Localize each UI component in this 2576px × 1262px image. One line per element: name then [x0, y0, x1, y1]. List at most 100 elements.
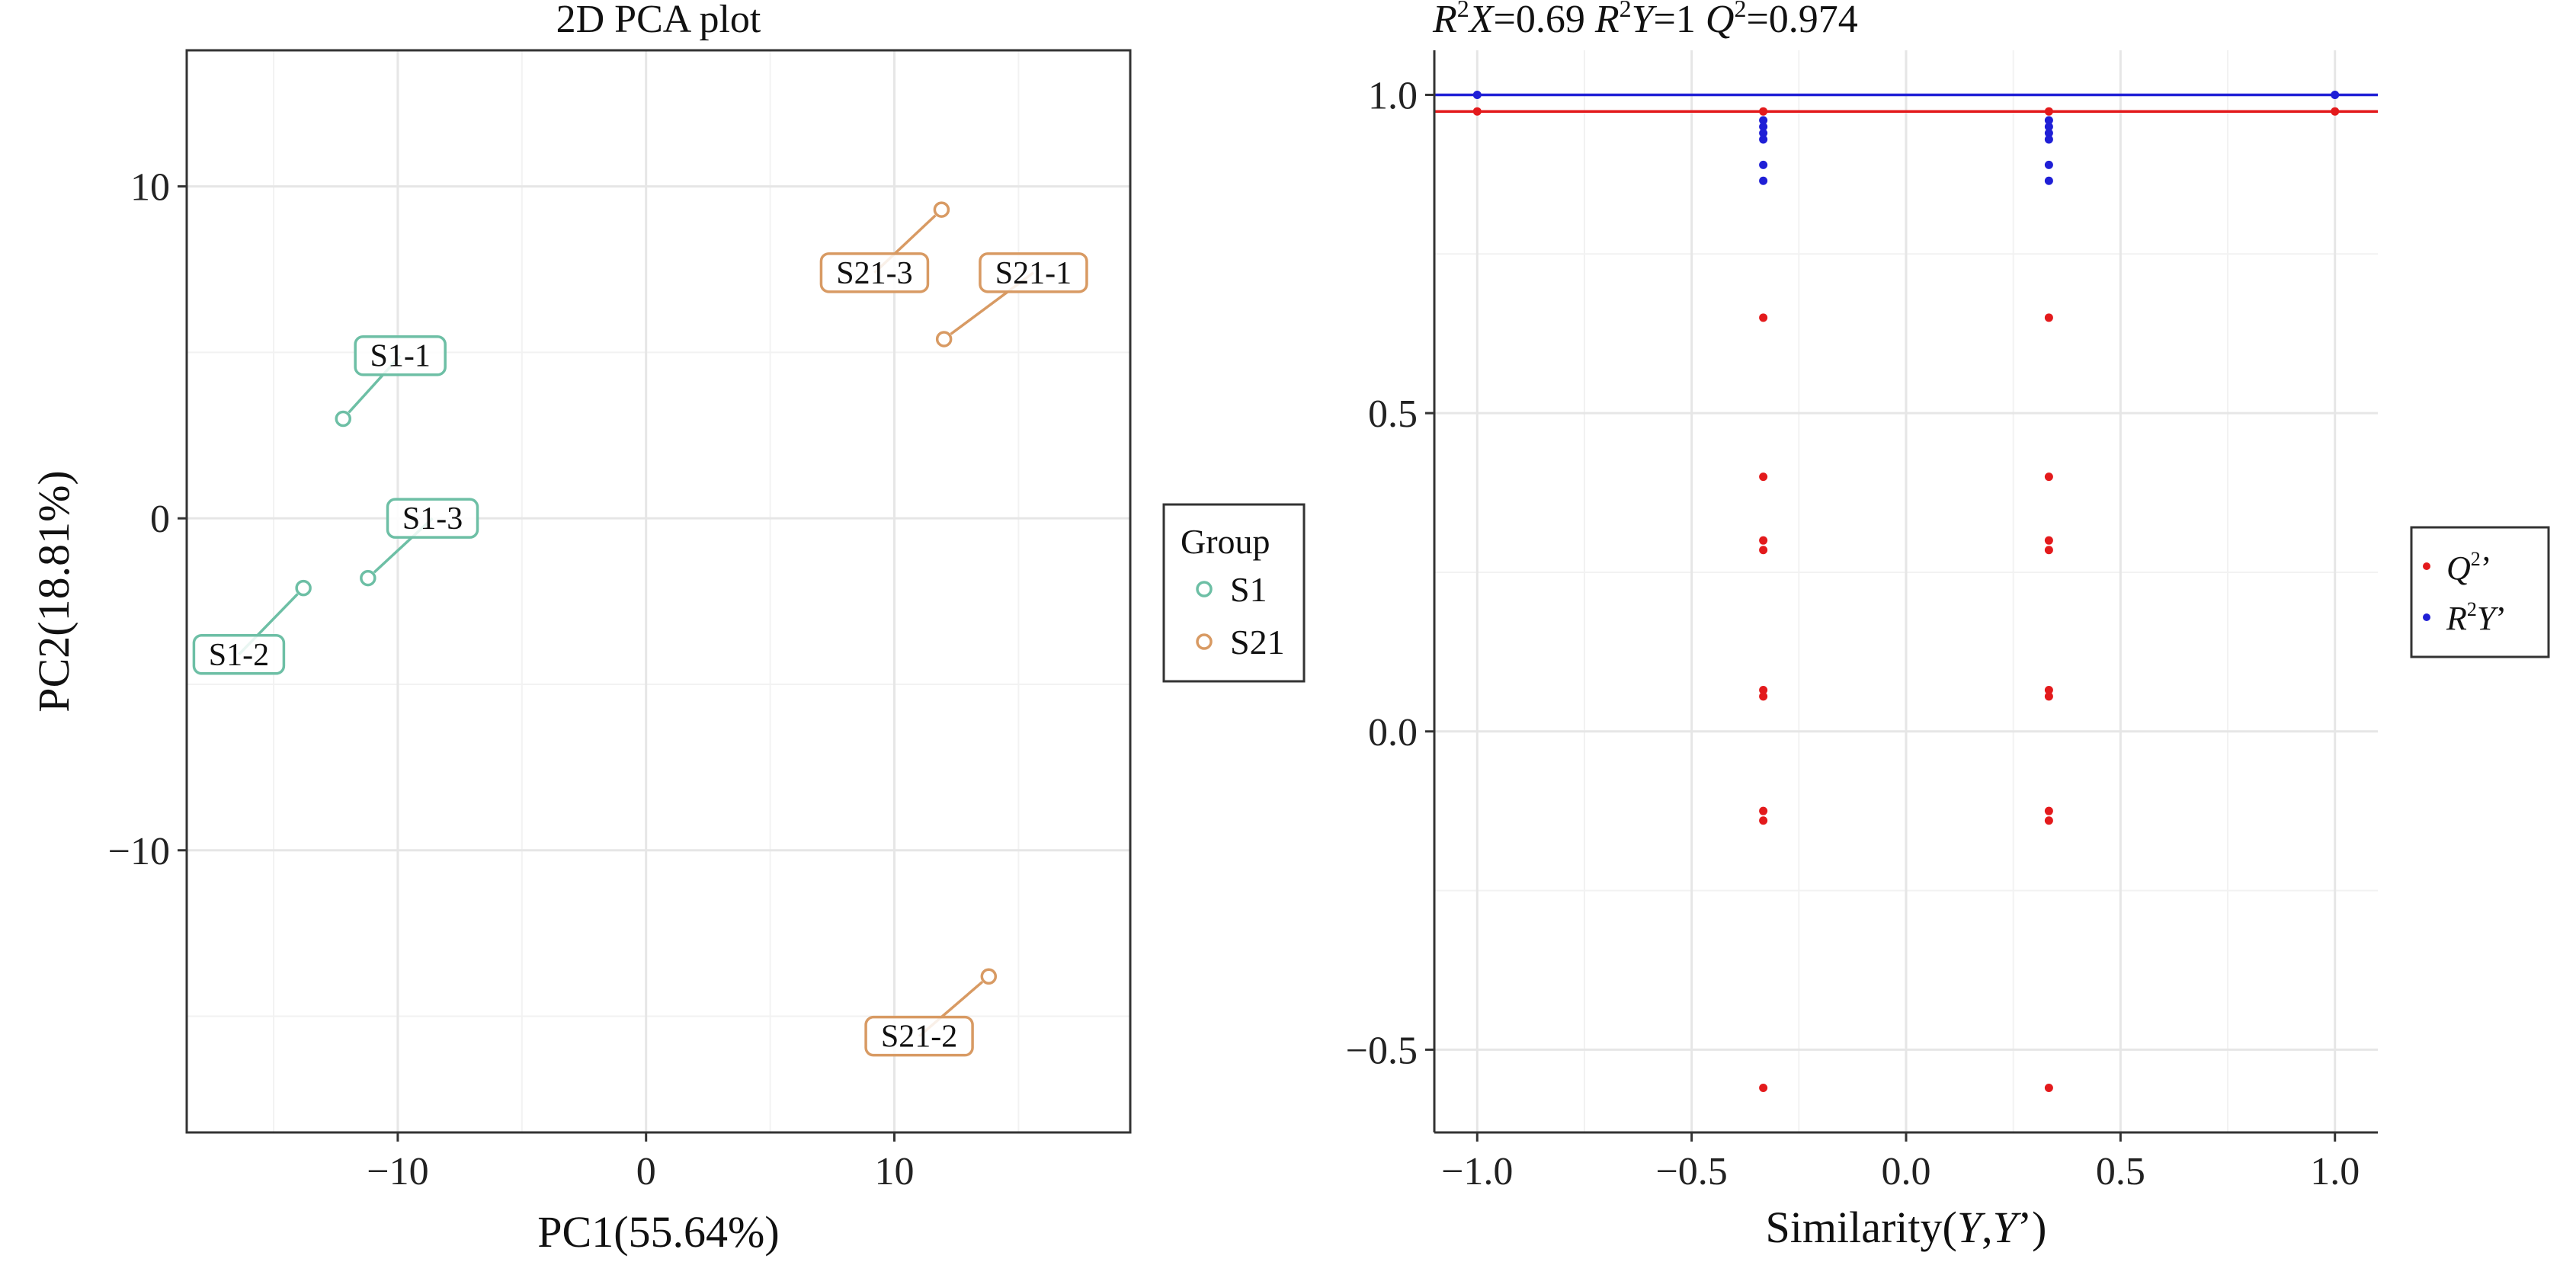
- perm-point-q: [1759, 685, 1768, 694]
- perm-point-r-y: [2044, 160, 2053, 169]
- perm-y-ticks: −0.5 0.0 0.5 1.0: [1346, 74, 1434, 1072]
- pca-label-box-s1-1: [354, 335, 447, 376]
- perm-point-q: [2044, 692, 2053, 701]
- pca-label-box-s21-3: [819, 252, 930, 293]
- perm-point-q: [2044, 1084, 2053, 1093]
- pca-chart: S1-1 S1-2 S1-3 S21-1 S21-2 S21-3 −10 0 10 −10 0 1…: [29, 0, 1306, 1257]
- perm-legend: Q2’ R2Y’: [2410, 526, 2550, 658]
- pca-point-s1-2: [295, 579, 312, 597]
- perm-point-q: [1759, 1084, 1768, 1093]
- perm-y-tick-label: 0.0: [1368, 711, 1418, 754]
- pca-label-s21-1: S21-1: [995, 256, 1072, 291]
- pca-plot-panel: [187, 50, 1130, 1132]
- perm-legend-key-r2y: [2423, 613, 2430, 621]
- pca-point-s1-3: [360, 569, 376, 587]
- perm-point-r-y: [2044, 116, 2053, 125]
- pca-legend-box: [1162, 503, 1306, 683]
- pca-legend-label-s21: S21: [1230, 623, 1285, 661]
- perm-point-q: [2044, 806, 2053, 815]
- pca-label-box-s21-1: [979, 252, 1088, 293]
- perm-point-q: [1759, 536, 1768, 545]
- perm-point-q: [2044, 313, 2053, 322]
- perm-point-r-y: [2044, 129, 2053, 138]
- pca-label-s21-2: S21-2: [881, 1020, 957, 1055]
- perm-point-r-y: [1759, 116, 1768, 125]
- perm-point-q: [2044, 472, 2053, 482]
- perm-point-q: [1759, 816, 1768, 825]
- pca-label-s1-3: S1-3: [402, 501, 463, 537]
- pca-grid: [187, 50, 1130, 1132]
- pca-label-box-s1-2: [192, 634, 286, 675]
- pca-legend-key-s1: [1196, 581, 1213, 597]
- pca-label-s1-1: S1-1: [370, 339, 430, 374]
- perm-point-r-y: [1759, 160, 1768, 169]
- perm-legend-label-q2: Q2’: [2446, 548, 2491, 587]
- perm-point-q: [2044, 107, 2053, 116]
- pca-plot-border: [185, 49, 1132, 1134]
- perm-point-q: [1759, 692, 1768, 701]
- pca-x-ticks: −10 0 10: [367, 1132, 915, 1193]
- pca-label-s1-2: S1-2: [209, 638, 269, 673]
- perm-point-q: [2044, 536, 2053, 545]
- perm-x-tick-label: −1.0: [1441, 1150, 1513, 1193]
- perm-point-r-y: [2044, 176, 2053, 185]
- pca-y-tick-label: 10: [130, 166, 170, 210]
- pca-title: 2D PCA plot: [556, 0, 761, 41]
- perm-legend-label-r2y: R2Y’: [2446, 598, 2507, 637]
- pca-legend: Group S1 S21: [1162, 503, 1306, 683]
- perm-x-tick-label: 1.0: [2310, 1150, 2360, 1193]
- perm-point-r-y: [1759, 176, 1768, 185]
- pca-points: [295, 201, 998, 985]
- pca-point-s1-1: [335, 410, 351, 428]
- perm-x-tick-label: −0.5: [1655, 1150, 1727, 1193]
- perm-x-tick-label: 0.5: [2096, 1150, 2145, 1193]
- perm-point-r-y: [1472, 90, 1482, 99]
- perm-legend-box: [2410, 526, 2550, 658]
- perm-point-r-y: [2044, 135, 2053, 144]
- pca-label-box-s1-3: [386, 498, 479, 539]
- pca-legend-label-s1: S1: [1230, 570, 1267, 609]
- perm-point-r-y: [1759, 129, 1768, 138]
- perm-point-q: [1759, 546, 1768, 555]
- perm-point-q: [1759, 472, 1768, 482]
- perm-point-q: [2044, 685, 2053, 694]
- perm-points: [1472, 90, 2340, 1093]
- perm-point-q: [1759, 107, 1768, 116]
- pca-x-axis-label: PC1(55.64%): [537, 1207, 779, 1257]
- perm-y-tick-label: −0.5: [1346, 1029, 1418, 1072]
- pca-x-tick-label: −10: [367, 1150, 428, 1193]
- perm-y-tick-label: 0.5: [1368, 392, 1418, 436]
- pca-y-tick-label: −10: [108, 830, 170, 873]
- pca-point-s21-3: [933, 201, 950, 218]
- pca-y-axis-label: PC2(18.81%): [29, 470, 78, 712]
- perm-legend-key-q2: [2423, 562, 2430, 570]
- pca-legend-title: Group: [1181, 522, 1270, 561]
- perm-x-tick-label: 0.0: [1882, 1150, 1931, 1193]
- pca-point-s21-2: [980, 968, 998, 985]
- pca-y-tick-label: 0: [150, 498, 170, 541]
- pca-y-ticks: −10 0 10: [108, 166, 187, 873]
- perm-x-axis-label: Similarity(Y,Y’): [1766, 1203, 2047, 1252]
- perm-point-r-y: [2044, 122, 2053, 131]
- pca-point-labels: S1-1 S1-2 S1-3 S21-1 S21-2 S21-3: [192, 252, 1088, 1057]
- pca-legend-key-s21: [1196, 633, 1213, 650]
- perm-y-tick-label: 1.0: [1368, 74, 1418, 117]
- pca-point-s21-1: [935, 331, 953, 348]
- perm-point-r-y: [1759, 135, 1768, 144]
- pca-label-box-s21-2: [864, 1015, 974, 1057]
- perm-point-q: [1759, 313, 1768, 322]
- perm-point-q: [2044, 816, 2053, 825]
- pca-x-tick-label: 10: [875, 1150, 915, 1193]
- perm-point-q: [2044, 546, 2053, 555]
- perm-point-r-y: [1759, 122, 1768, 131]
- perm-point-q: [1472, 107, 1482, 116]
- perm-point-q: [2331, 107, 2340, 116]
- perm-title: R2X=0.69 R2Y=1 Q2=0.974: [1432, 0, 1858, 41]
- perm-reference-lines: [1434, 93, 2378, 113]
- perm-point-r-y: [2331, 90, 2340, 99]
- perm-x-ticks: −1.0 −0.5 0.0 0.5 1.0: [1441, 1132, 2360, 1193]
- perm-point-q: [1759, 806, 1768, 815]
- pca-label-s21-3: S21-3: [836, 256, 912, 291]
- permutation-chart: −1.0 −0.5 0.0 0.5 1.0 −0.5 0.0 0.5 1.0 R2X=0.69…: [1346, 0, 2550, 1252]
